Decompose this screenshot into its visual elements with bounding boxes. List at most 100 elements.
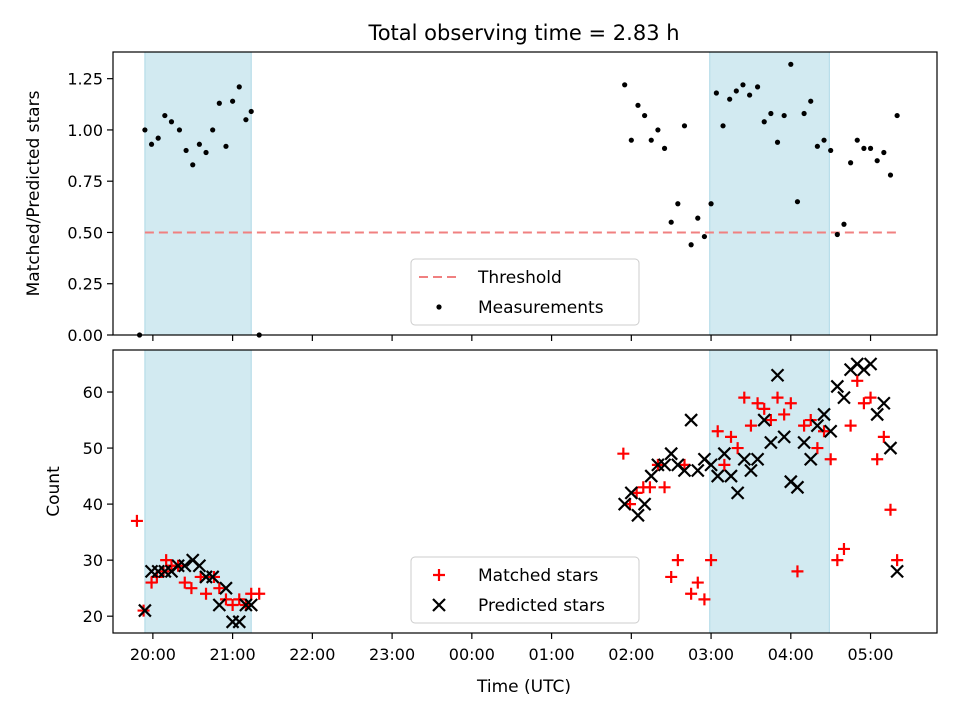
data-point — [705, 554, 718, 567]
data-point — [690, 463, 705, 478]
shaded-interval — [709, 51, 830, 336]
data-point — [655, 127, 661, 133]
legend-matched-swatch — [433, 569, 445, 581]
data-point — [821, 137, 827, 143]
data-point — [624, 486, 639, 500]
data-point — [781, 112, 787, 119]
data-point — [148, 141, 155, 147]
data-point — [648, 137, 654, 143]
data-point — [622, 82, 628, 88]
data-point — [138, 603, 152, 618]
y-tick-label: 30 — [83, 551, 103, 570]
data-point — [219, 593, 232, 606]
data-point — [145, 576, 158, 589]
x-tick-label: 22:00 — [289, 645, 335, 664]
series-x — [138, 357, 904, 629]
data-point — [210, 127, 216, 133]
x-tick-label: 21:00 — [210, 645, 256, 664]
data-point — [841, 221, 847, 227]
data-point — [790, 480, 805, 495]
data-point — [685, 587, 698, 600]
data-point — [854, 137, 860, 143]
data-point — [643, 481, 656, 494]
data-point — [811, 442, 824, 455]
data-point — [664, 446, 678, 461]
data-point — [642, 112, 648, 119]
legend-label: Threshold — [477, 268, 562, 288]
data-point — [837, 390, 851, 405]
legend-predicted-swatch — [432, 598, 446, 612]
data-point — [711, 425, 724, 438]
legend-label: Measurements — [478, 298, 604, 318]
data-point — [831, 554, 844, 567]
data-point — [828, 147, 834, 154]
data-point — [808, 98, 814, 104]
data-point — [192, 558, 207, 573]
data-point — [233, 593, 246, 606]
data-point — [857, 397, 870, 410]
data-point — [871, 453, 884, 466]
data-point — [770, 368, 785, 382]
y-axis-label: Matched/Predicted stars — [24, 90, 44, 296]
data-point — [803, 452, 818, 467]
data-point — [720, 123, 726, 129]
data-point — [668, 219, 674, 225]
data-point — [881, 149, 887, 156]
legend-box — [410, 556, 640, 624]
data-point — [758, 402, 771, 415]
data-point — [661, 145, 668, 151]
data-point — [884, 503, 897, 516]
data-point — [890, 564, 904, 579]
data-point — [797, 435, 811, 450]
x-tick-label: 20:00 — [130, 645, 176, 664]
data-point — [877, 430, 890, 443]
x-tick-label: 23:00 — [369, 645, 415, 664]
data-point — [844, 419, 857, 432]
y-tick-label: 0.75 — [67, 172, 103, 191]
data-point — [761, 119, 767, 125]
data-point — [750, 452, 765, 467]
data-point — [701, 233, 708, 240]
shaded-interval — [144, 349, 252, 634]
data-point — [160, 554, 173, 567]
data-point — [740, 82, 746, 88]
data-point — [230, 98, 236, 104]
data-point — [863, 357, 878, 371]
data-point — [684, 413, 698, 427]
data-point — [177, 558, 192, 573]
data-point — [681, 123, 688, 129]
data-point — [628, 137, 634, 143]
legend-box — [410, 258, 640, 326]
data-point — [243, 117, 249, 123]
data-point — [867, 145, 874, 151]
legend-measurement-swatch — [436, 304, 442, 310]
legend: Matched stars Predicted stars — [410, 556, 640, 624]
data-point — [777, 430, 791, 444]
data-point — [824, 453, 837, 466]
data-point — [774, 139, 781, 145]
data-point — [744, 463, 758, 478]
y-tick-label: 0.00 — [67, 326, 103, 345]
legend: Threshold Measurements — [410, 258, 640, 326]
data-point — [671, 554, 684, 567]
data-point — [718, 458, 731, 471]
data-point — [236, 84, 242, 90]
plot-frame — [112, 349, 938, 634]
data-point — [870, 407, 884, 422]
ratio-panel: 0.00 0.25 0.50 0.75 1.00 1.25 Matched/Predicte… — [24, 51, 938, 345]
y-tick-label: 40 — [83, 495, 103, 514]
y-tick-label: 1.25 — [67, 70, 103, 89]
data-point — [837, 542, 850, 555]
data-point — [708, 201, 714, 207]
data-point — [834, 231, 840, 238]
data-point — [176, 127, 183, 133]
data-point — [658, 481, 671, 494]
data-point — [617, 447, 630, 460]
x-tick-label: 04:00 — [768, 645, 814, 664]
data-point — [168, 119, 175, 125]
data-point — [635, 102, 641, 108]
data-point — [698, 593, 711, 606]
data-point — [617, 497, 632, 511]
data-point — [754, 84, 761, 90]
